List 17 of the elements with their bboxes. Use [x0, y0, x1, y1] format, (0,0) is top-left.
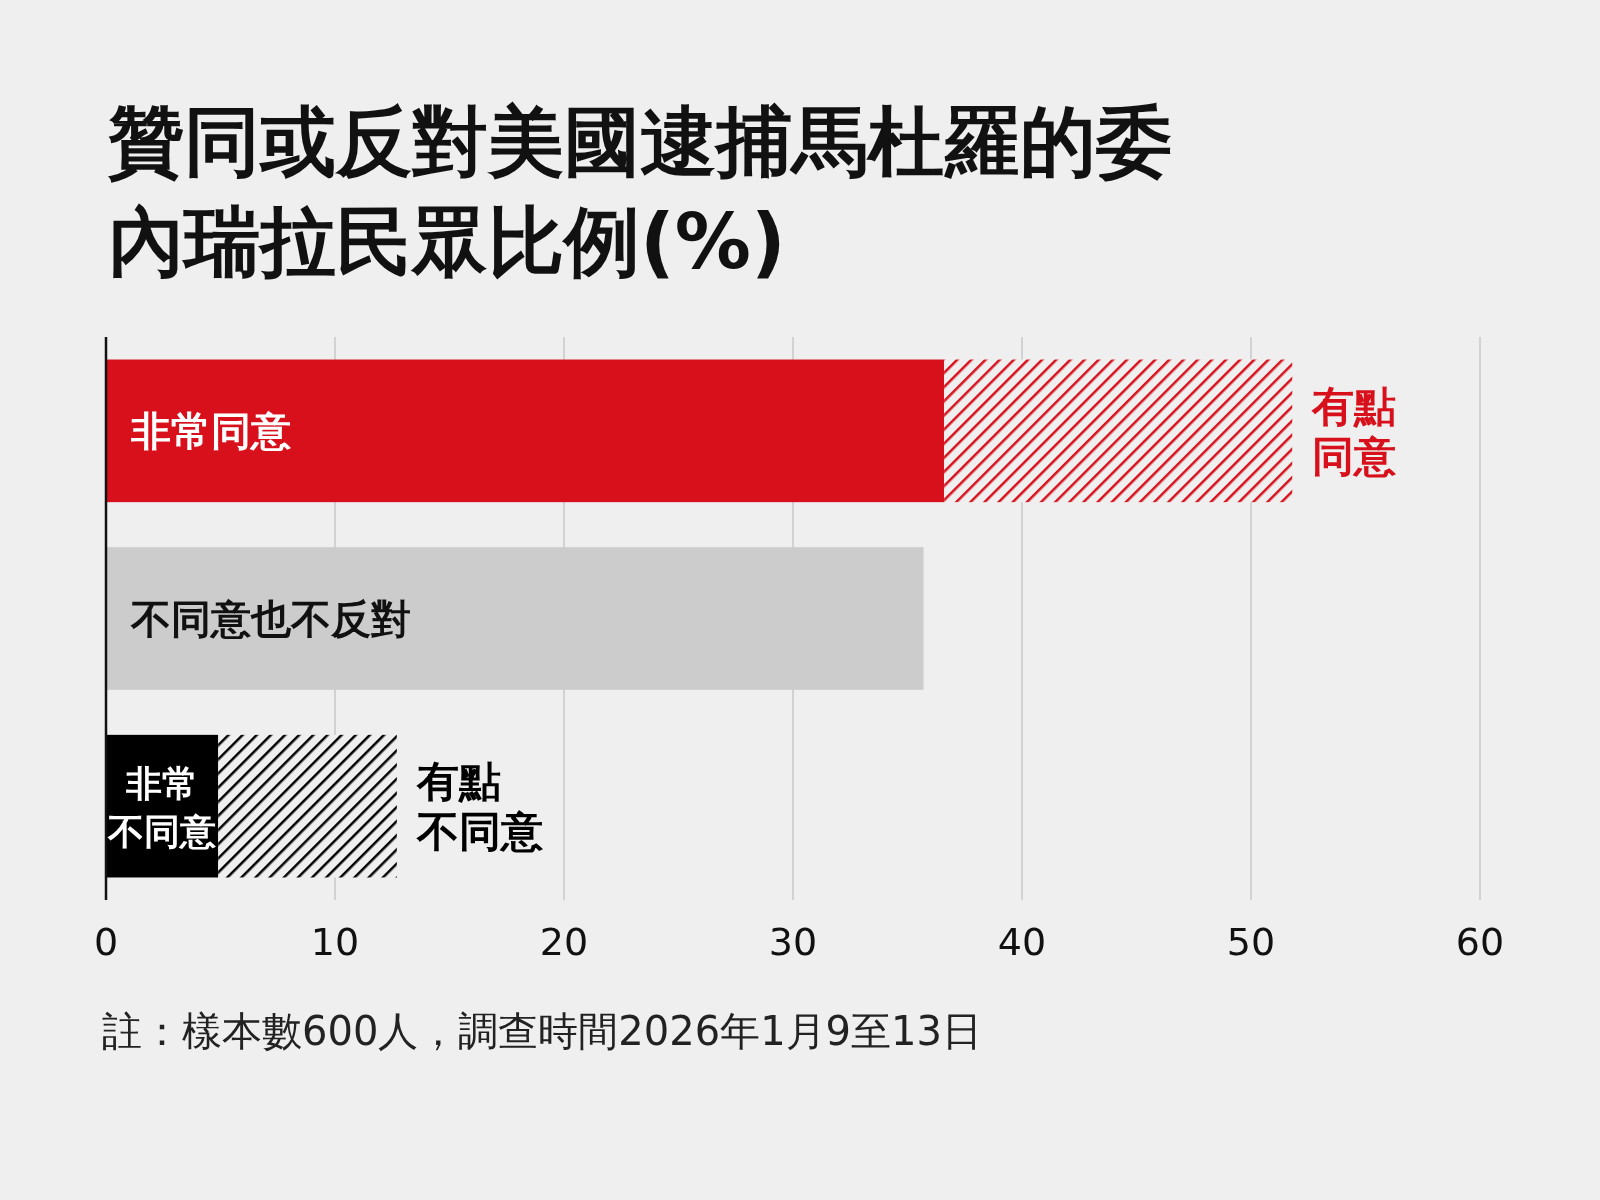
- x-tick-label: 40: [997, 920, 1047, 964]
- x-tick-label: 30: [768, 920, 818, 964]
- bar: [106, 359, 945, 503]
- bar: [218, 734, 397, 878]
- x-tick-label: 0: [93, 920, 119, 964]
- x-tick-label: 20: [539, 920, 589, 964]
- bar: [944, 359, 1293, 503]
- x-tick-label: 60: [1455, 920, 1505, 964]
- x-tick-label: 50: [1226, 920, 1276, 964]
- annotation: 有點不同意: [415, 757, 543, 857]
- x-tick-label: 10: [310, 920, 360, 964]
- chart-title: 贊同或反對美國逮捕馬杜羅的委內瑞拉民眾比例(%): [108, 96, 1173, 288]
- y-tick-label: 不同意也不反對: [130, 595, 411, 642]
- text: 註：樣本數600人，調查時間2026年1月9至13日: [102, 1008, 982, 1054]
- annotation: 有點同意: [1311, 381, 1397, 481]
- y-tick-label: 非常同意: [130, 407, 291, 454]
- y-tick-label: 非常不同意: [107, 763, 217, 853]
